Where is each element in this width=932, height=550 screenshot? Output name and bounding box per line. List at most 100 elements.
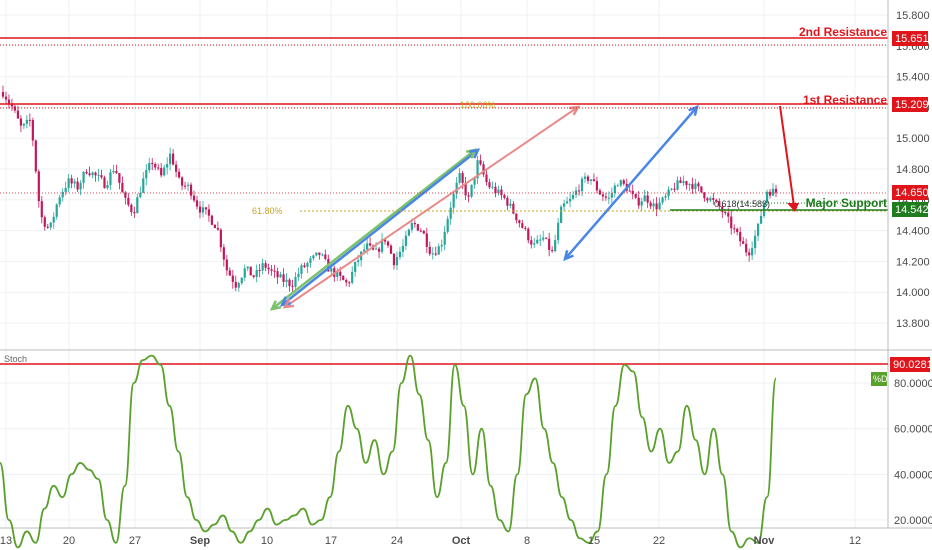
candle-body — [91, 172, 94, 176]
candle-body — [145, 170, 148, 179]
stoch-threshold-tag-bg — [890, 357, 930, 372]
candle-body — [721, 206, 724, 212]
candle-body — [43, 217, 46, 227]
trend-arrows — [269, 104, 699, 311]
candle-body — [515, 213, 518, 221]
time-tick-label: Sep — [190, 535, 210, 547]
candle-body — [172, 153, 175, 165]
candle-body — [82, 171, 85, 183]
candle-body — [446, 218, 449, 232]
candle-body — [49, 222, 52, 228]
candle-body — [646, 195, 649, 203]
candle-body — [661, 197, 664, 203]
candle-body — [204, 207, 208, 210]
price-tick-label: 14.000 — [896, 287, 930, 299]
candle-body — [46, 226, 49, 228]
candle-body — [225, 259, 228, 271]
candle-body — [237, 283, 240, 288]
stoch-tick-label: 60.0000 — [894, 424, 932, 436]
last-price-tag: 14.650 — [895, 187, 929, 199]
candle-body — [67, 178, 70, 188]
candle-body — [13, 106, 17, 111]
candle-body — [500, 189, 503, 196]
resistance-2-annotation: 2nd Resistance — [799, 25, 887, 39]
candle-body — [264, 263, 267, 268]
candle-body — [64, 187, 67, 192]
time-axis-ticks: 13 20 27 Sep 10 17 24 Oct 8 15 22 Nov 12 — [0, 535, 861, 547]
candle-body — [634, 193, 637, 198]
candle-body — [494, 186, 497, 194]
candle-body — [640, 201, 643, 206]
candle-body — [34, 140, 37, 172]
candle-body — [70, 178, 73, 184]
candle-body — [404, 235, 408, 246]
candle-body — [55, 204, 58, 217]
price-tick-label: 14.400 — [896, 226, 930, 238]
candle-body — [754, 235, 757, 249]
candle-body — [580, 178, 584, 192]
candle-body — [288, 279, 291, 287]
candle-body — [377, 248, 381, 252]
candle-body — [539, 239, 542, 241]
fib-100-label: 100.00% — [460, 100, 496, 110]
candle-body — [694, 183, 697, 190]
candle-body — [530, 240, 533, 245]
candle-body — [297, 273, 300, 278]
last-price-tag-bg — [892, 185, 928, 200]
candle-body — [554, 240, 557, 252]
candle-body — [210, 215, 214, 225]
candle-body — [383, 239, 387, 242]
candle-body — [425, 233, 428, 247]
arrow-head-start — [563, 249, 574, 262]
candle-body — [133, 211, 136, 214]
candle-body — [389, 245, 393, 254]
candle-body — [604, 196, 607, 198]
candle-body — [234, 281, 237, 288]
candle-body — [521, 223, 524, 228]
arrow-head-start — [282, 298, 295, 309]
candle-body — [616, 185, 619, 187]
candle-body — [691, 184, 694, 190]
candle-body — [279, 274, 282, 278]
candle-body — [195, 200, 199, 207]
candle-body — [655, 203, 658, 210]
candle-body — [103, 177, 106, 189]
candle-body — [380, 239, 384, 252]
candle-body — [428, 246, 431, 254]
time-tick-label: 8 — [524, 535, 530, 547]
candle-body — [94, 172, 97, 176]
stoch-tick-label: 40.0000 — [894, 469, 932, 481]
candle-body — [464, 182, 467, 196]
candle-body — [252, 275, 255, 277]
candle-body — [730, 216, 733, 229]
candle-body — [273, 270, 276, 272]
candle-body — [739, 232, 742, 242]
candle-body — [37, 171, 40, 202]
candle-body — [768, 191, 772, 196]
blue-up-arrow — [281, 149, 479, 306]
candle-body — [348, 282, 351, 284]
candle-body — [28, 119, 31, 121]
candle-body — [342, 275, 345, 281]
candle-body — [336, 271, 339, 277]
candle-body — [189, 184, 193, 196]
candle-body — [440, 244, 443, 247]
price-tick-label: 14.200 — [896, 256, 930, 268]
candle-body — [536, 239, 539, 244]
candle-body — [583, 176, 587, 179]
resistance-1-tag-bg — [892, 97, 928, 112]
candle-body — [697, 183, 700, 187]
stoch-series-badge-bg — [871, 372, 887, 386]
candle-body — [1, 92, 5, 97]
candle-body — [79, 182, 82, 190]
candle-body — [160, 167, 163, 176]
support-tag-bg — [892, 202, 928, 217]
candle-body — [751, 248, 754, 256]
candle-body — [216, 228, 219, 230]
candle-body — [718, 200, 721, 207]
candle-body — [727, 212, 730, 217]
candle-body — [31, 120, 34, 141]
candle-body — [577, 190, 581, 192]
candle-body — [121, 182, 124, 193]
